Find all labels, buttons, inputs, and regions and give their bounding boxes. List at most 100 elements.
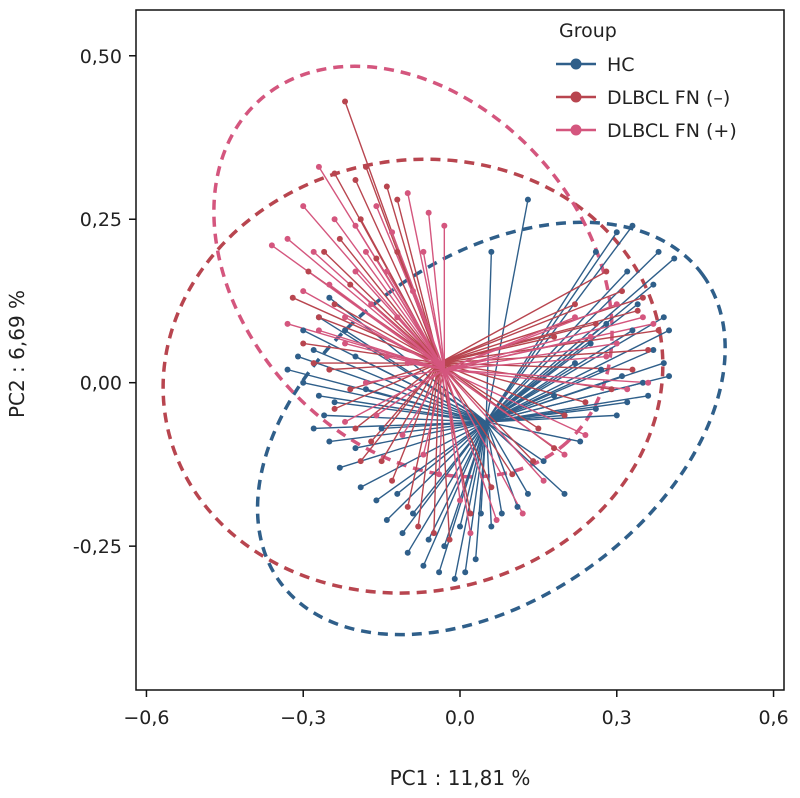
spider-line <box>324 414 487 423</box>
spider-line <box>287 238 445 371</box>
data-point <box>404 360 411 367</box>
data-point <box>629 327 636 334</box>
data-point <box>425 209 432 216</box>
legend-title: Group <box>559 20 617 42</box>
spider-line <box>485 395 555 423</box>
data-point <box>639 294 646 301</box>
data-point <box>561 412 568 419</box>
spider-line <box>323 251 440 364</box>
spider-line <box>485 421 503 514</box>
data-point <box>467 530 474 537</box>
spider-line <box>438 362 534 462</box>
data-point <box>383 183 390 190</box>
data-point <box>587 340 594 347</box>
data-point <box>300 379 307 386</box>
data-point <box>608 386 615 393</box>
data-point <box>284 366 291 373</box>
spider-line <box>313 421 487 430</box>
ellipse-2 <box>212 64 614 479</box>
spider-line <box>412 421 487 514</box>
data-point <box>561 451 568 458</box>
data-point <box>373 412 380 419</box>
data-point <box>603 268 610 275</box>
data-point <box>634 301 641 308</box>
data-point <box>650 281 657 288</box>
data-point <box>582 399 589 406</box>
y-tick-label: 0,50 <box>80 46 122 68</box>
data-point <box>592 405 599 412</box>
spider-line <box>485 323 607 423</box>
legend-marker <box>570 58 582 70</box>
legend: Group HC DLBCL FN (–) DLBCL FN (+) <box>556 20 737 142</box>
data-point <box>624 399 631 406</box>
data-point <box>352 445 359 452</box>
spider-line <box>401 369 445 436</box>
spider-line <box>396 421 487 495</box>
spider-line <box>444 355 607 371</box>
data-point <box>300 288 307 295</box>
spider-line <box>485 421 529 495</box>
data-point <box>394 490 401 497</box>
data-point <box>660 314 667 321</box>
data-point <box>551 333 558 340</box>
data-point <box>342 418 349 425</box>
spider-line <box>334 218 445 371</box>
data-point <box>331 170 338 177</box>
spider-line <box>443 369 545 482</box>
spider-line <box>396 316 445 371</box>
data-point <box>331 399 338 406</box>
data-point <box>362 379 369 386</box>
data-point <box>404 549 411 556</box>
data-point <box>409 510 416 517</box>
x-tick-label: 0,6 <box>758 707 788 729</box>
data-point <box>639 314 646 321</box>
spider-line <box>365 368 445 384</box>
spider-line <box>386 271 445 370</box>
spider-line <box>485 421 493 527</box>
spider-line <box>444 368 628 390</box>
data-point <box>488 248 495 255</box>
data-point <box>587 333 594 340</box>
spider-line <box>444 368 649 384</box>
spider-line <box>329 421 487 443</box>
data-point <box>378 458 385 465</box>
data-point <box>373 255 380 262</box>
spider-line <box>344 368 445 423</box>
data-point <box>284 320 291 327</box>
spider-line <box>433 363 440 534</box>
spider-line <box>443 369 498 521</box>
data-point <box>629 222 636 229</box>
data-point <box>383 517 390 523</box>
spider-line <box>438 363 451 540</box>
spider-line <box>443 369 461 501</box>
data-point <box>519 510 526 517</box>
data-point <box>613 412 620 419</box>
data-point <box>671 255 678 262</box>
spider-line <box>464 421 487 573</box>
data-point <box>383 268 390 275</box>
spider-line <box>422 369 446 455</box>
data-point <box>645 347 652 353</box>
data-point <box>645 379 652 386</box>
data-point <box>420 451 427 458</box>
data-point <box>373 203 380 210</box>
data-point <box>300 340 307 347</box>
x-axis-title: PC1 : 11,81 % <box>390 766 531 790</box>
data-point <box>362 248 369 255</box>
data-point <box>634 307 641 314</box>
x-tick-label: −0,3 <box>280 707 326 729</box>
data-point <box>368 438 375 445</box>
data-point <box>321 412 328 419</box>
data-point <box>326 438 333 445</box>
data-point <box>420 248 427 255</box>
data-point <box>514 503 521 510</box>
data-point <box>342 340 349 347</box>
data-point <box>540 458 547 465</box>
data-point <box>619 373 625 380</box>
spider-line <box>422 251 446 370</box>
spider-line <box>407 192 446 370</box>
data-point <box>436 471 443 478</box>
data-point <box>577 438 584 445</box>
data-point <box>362 386 369 393</box>
spider-line <box>485 421 565 495</box>
